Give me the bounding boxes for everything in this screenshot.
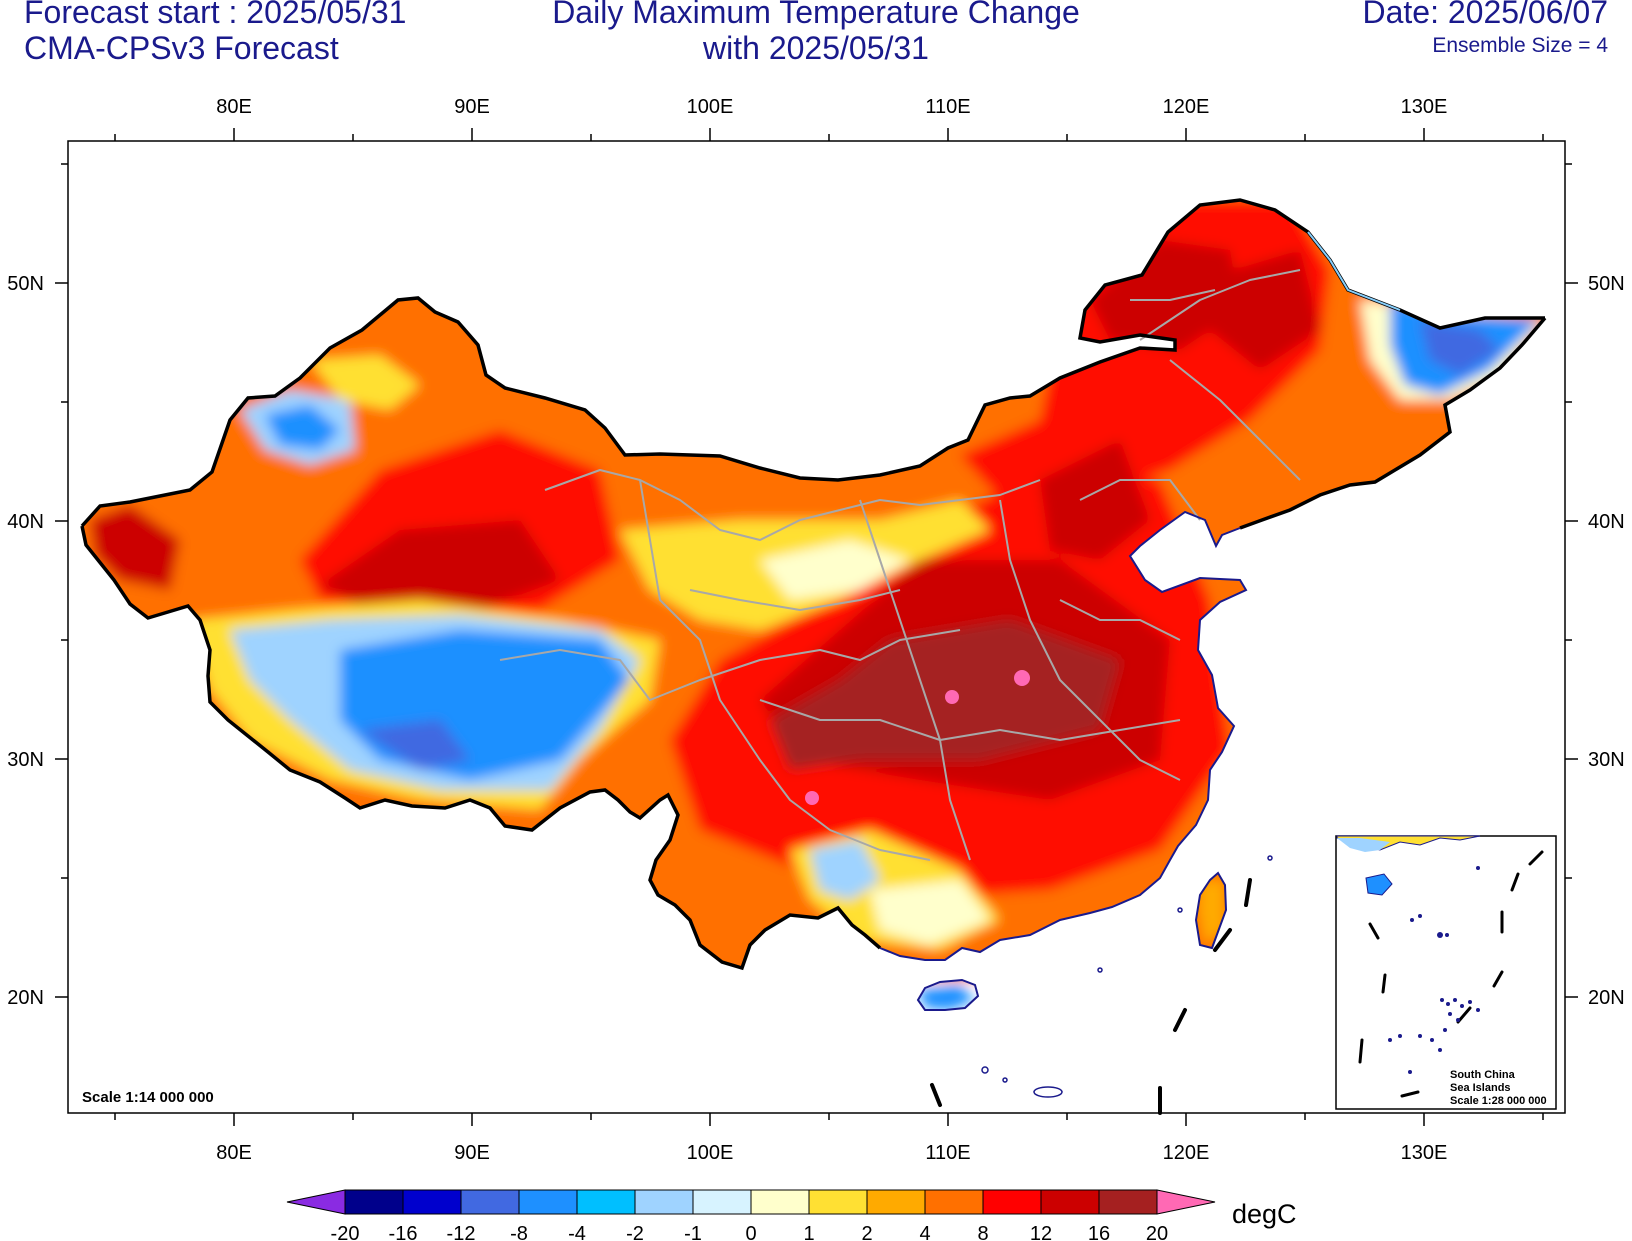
ensemble-label: Ensemble Size = 4 (1432, 34, 1608, 57)
lat-label-left-50n: 50N (7, 273, 44, 295)
colorbar-label-12: 12 (1030, 1223, 1052, 1241)
lon-label-top-130e: 130E (1401, 96, 1448, 118)
nine-dash-line (930, 878, 1252, 1115)
lon-label-top-80e: 80E (216, 96, 252, 118)
colorbar-unit-label: degC (1232, 1199, 1297, 1229)
colorbar-right-arrow (1156, 1189, 1216, 1215)
forecast-start-label: Forecast start : 2025/05/31 (24, 0, 407, 30)
inset-label-line-1: South China (1450, 1069, 1516, 1081)
model-label: CMA-CPSv3 Forecast (24, 30, 339, 66)
colorbar-box-12 (982, 1189, 1042, 1215)
colorbar-label-m1: -1 (684, 1223, 702, 1241)
colorbar-box-9 (808, 1189, 868, 1215)
lat-label-left-20n: 20N (7, 987, 44, 1009)
colorbar-left-arrow (286, 1189, 346, 1215)
lat-label-left-40n: 40N (7, 511, 44, 533)
colorbar-box-1 (344, 1189, 404, 1215)
colorbar-label-8: 8 (977, 1223, 988, 1241)
lat-label-right-50n: 50N (1588, 273, 1625, 295)
colorbar-box-8 (750, 1189, 810, 1215)
title-line-1: Daily Maximum Temperature Change (552, 0, 1080, 30)
colorbar-label-1: 1 (803, 1223, 814, 1241)
lon-label-bottom-100e: 100E (687, 1142, 734, 1164)
colorbar-label-0: 0 (745, 1223, 756, 1241)
lon-label-bottom-120e: 120E (1163, 1142, 1210, 1164)
colorbar-box-3 (460, 1189, 520, 1215)
colorbar-box-11 (924, 1189, 984, 1215)
lon-label-bottom-80e: 80E (216, 1142, 252, 1164)
lon-label-bottom-90e: 90E (454, 1142, 490, 1164)
colorbar-label-20: 20 (1146, 1223, 1168, 1241)
map-scale-label: Scale 1:14 000 000 (82, 1089, 214, 1106)
lat-label-right-40n: 40N (1588, 511, 1625, 533)
colorbar-label-m20: -20 (331, 1223, 360, 1241)
colorbar-label-16: 16 (1088, 1223, 1110, 1241)
china-outline (80, 198, 1547, 1011)
colorbar-label-m12: -12 (447, 1223, 476, 1241)
colorbar-label-m16: -16 (389, 1223, 418, 1241)
lon-label-top-110e: 110E (925, 96, 970, 118)
colorbar-label-4: 4 (919, 1223, 930, 1241)
colorbar-box-10 (866, 1189, 926, 1215)
colorbar: -20 -16 -12 -8 -4 -2 -1 0 1 2 4 8 12 16 … (286, 1189, 1297, 1241)
province-boundaries (499, 269, 1301, 861)
title-line-2: with 2025/05/31 (703, 30, 929, 66)
islands (981, 855, 1273, 1098)
south-china-sea-inset: South China Sea Islands Scale 1:28 000 0… (1335, 835, 1557, 1110)
colorbar-box-5 (576, 1189, 636, 1215)
lon-label-bottom-130e: 130E (1401, 1142, 1448, 1164)
lat-label-left-30n: 30N (7, 749, 44, 771)
colorbar-box-6 (634, 1189, 694, 1215)
date-label: Date: 2025/06/07 (1362, 0, 1608, 30)
colorbar-label-m8: -8 (510, 1223, 528, 1241)
inset-label-line-2: Sea Islands (1450, 1082, 1511, 1094)
lon-label-top-120e: 120E (1163, 96, 1210, 118)
lat-label-right-30n: 30N (1588, 749, 1625, 771)
lat-label-right-20n: 20N (1588, 987, 1625, 1009)
axis-ticks (55, 128, 1578, 1126)
colorbar-box-7 (692, 1189, 752, 1215)
colorbar-box-14 (1098, 1189, 1158, 1215)
lon-label-bottom-110e: 110E (925, 1142, 970, 1164)
colorbar-box-2 (402, 1189, 462, 1215)
colorbar-box-4 (518, 1189, 578, 1215)
colorbar-label-2: 2 (861, 1223, 872, 1241)
lon-label-top-90e: 90E (454, 96, 490, 118)
colorbar-label-m2: -2 (626, 1223, 644, 1241)
colorbar-label-m4: -4 (568, 1223, 586, 1241)
colorbar-box-13 (1040, 1189, 1100, 1215)
lon-label-top-100e: 100E (687, 96, 734, 118)
inset-label-line-3: Scale 1:28 000 000 (1450, 1095, 1547, 1107)
